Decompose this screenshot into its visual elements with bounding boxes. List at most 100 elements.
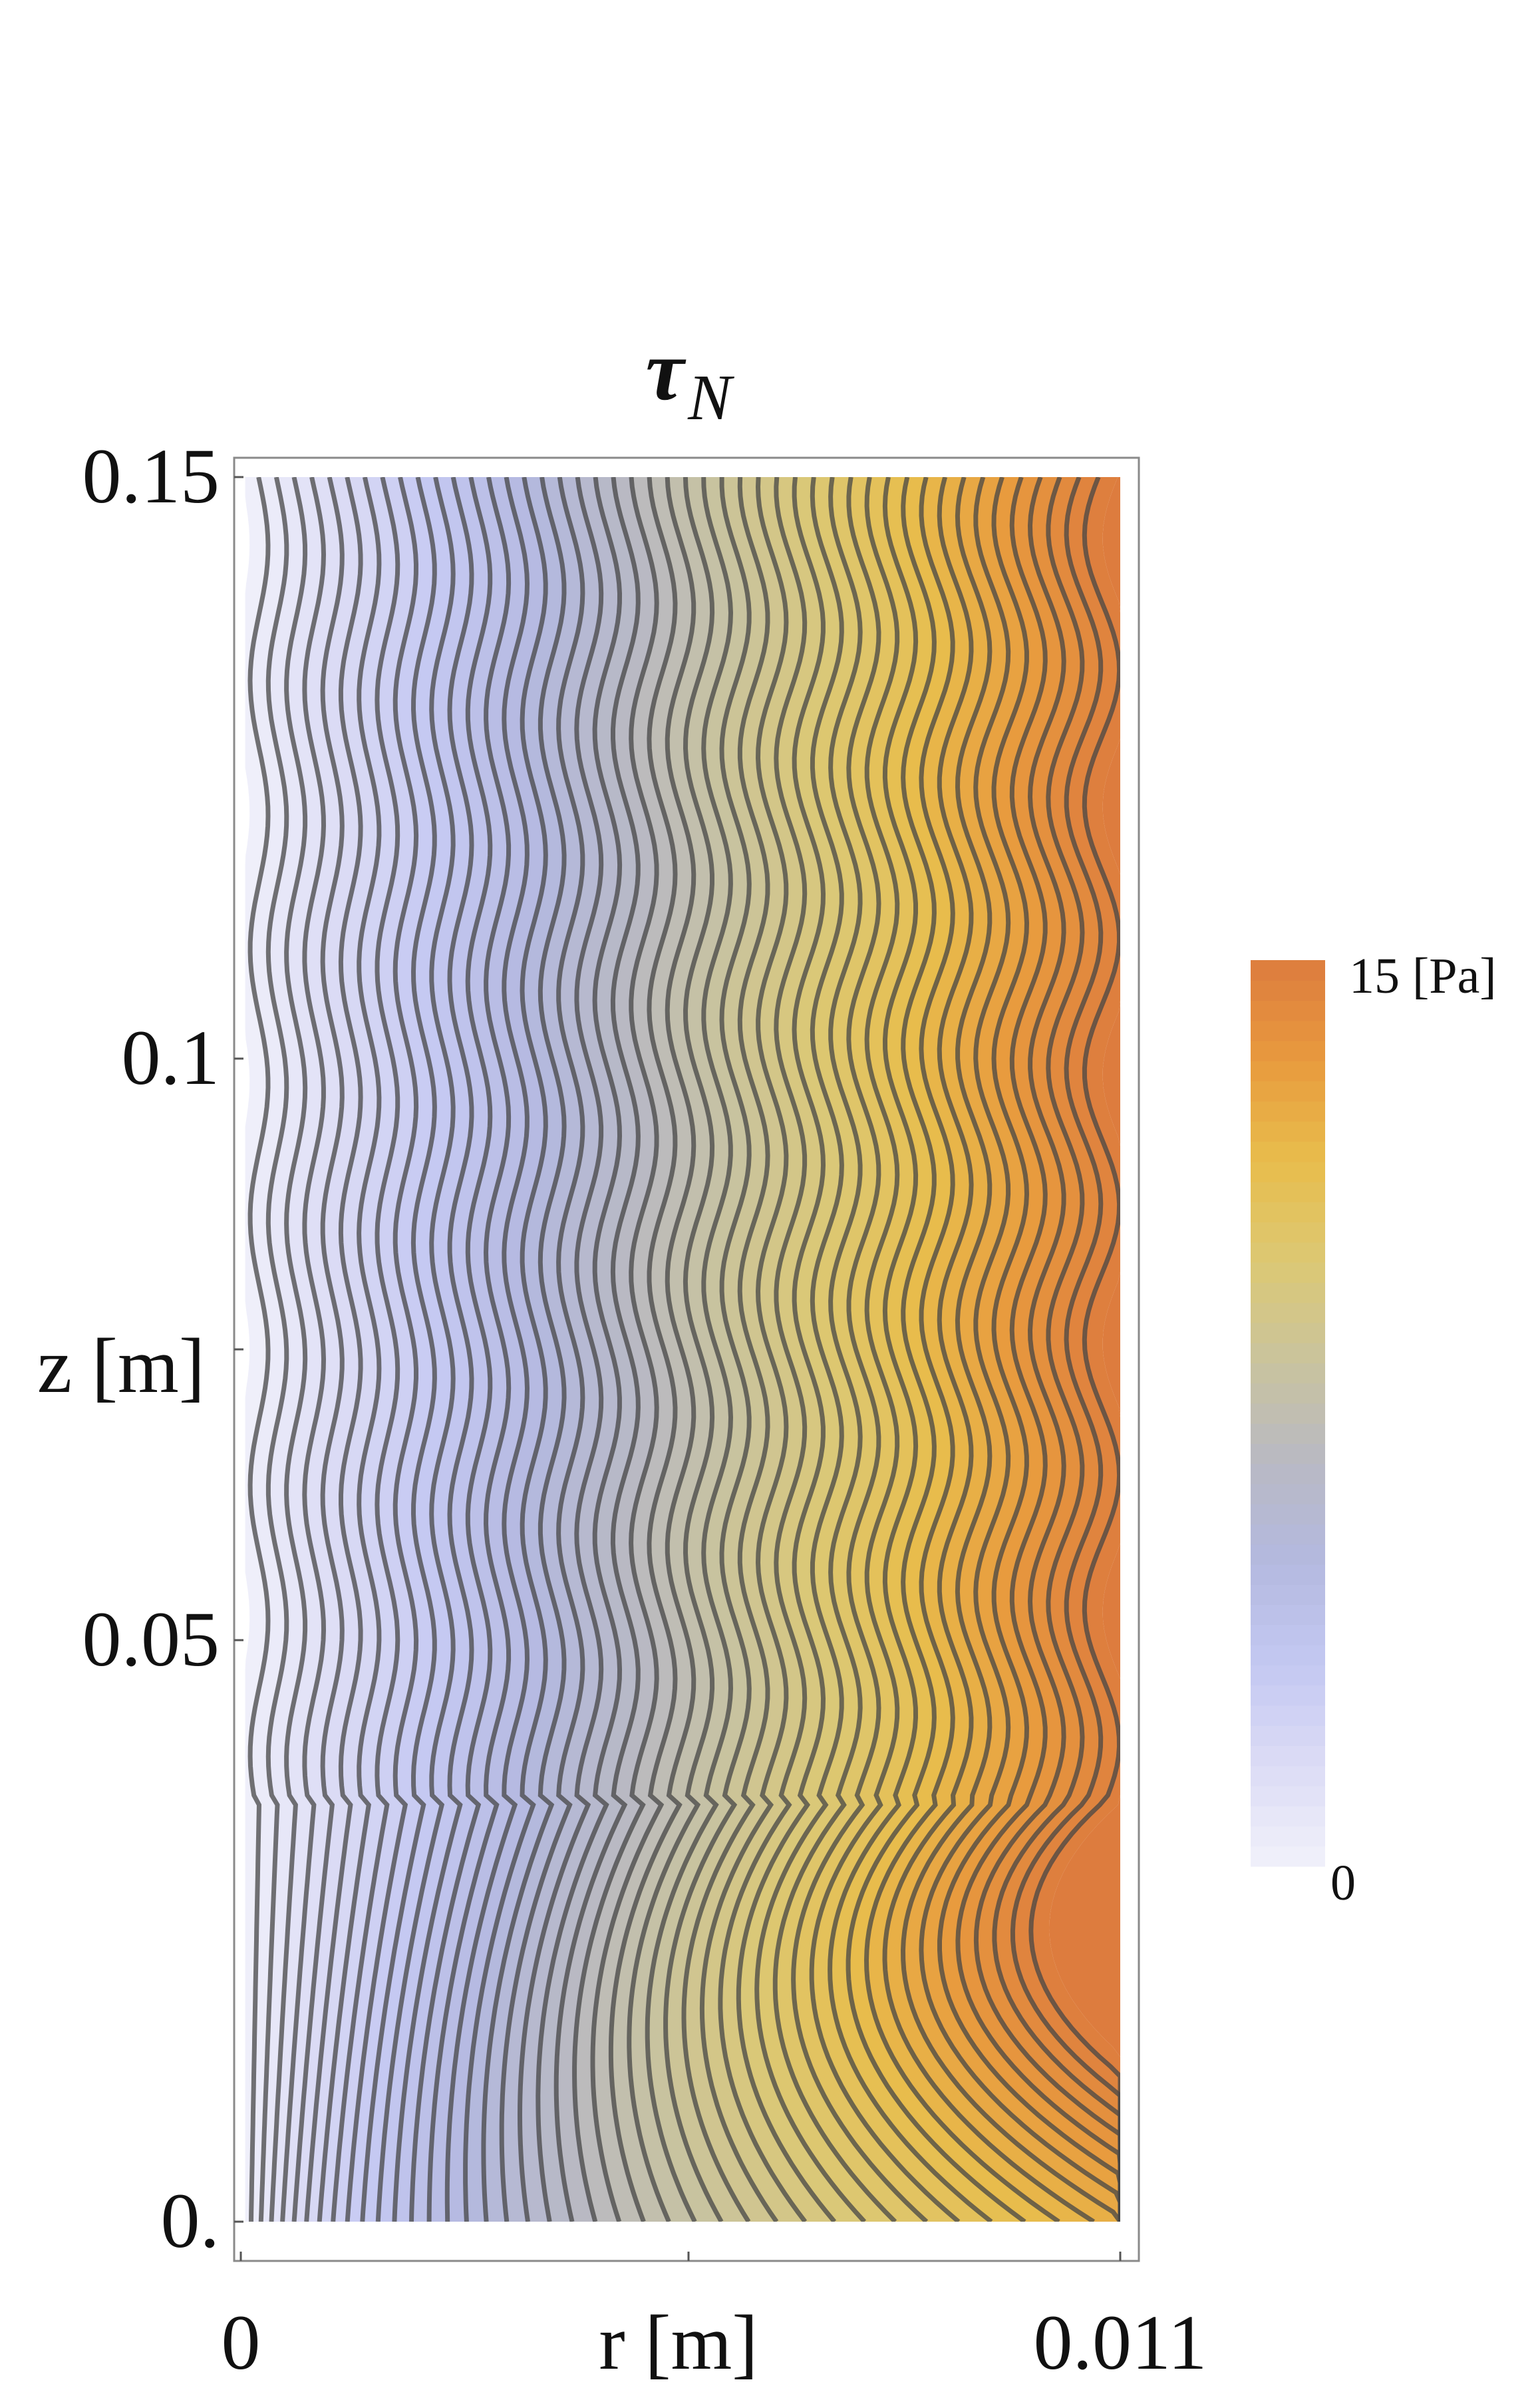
contour-line <box>291 477 345 2222</box>
colorbar-swatch <box>1251 1604 1325 1626</box>
colorbar-swatch <box>1251 1463 1325 1484</box>
contour-line <box>645 477 734 2222</box>
contour-line <box>345 477 419 2222</box>
contour-line <box>426 477 512 2222</box>
contour-line <box>608 477 696 2222</box>
colorbar-swatch <box>1251 1061 1325 1082</box>
x-tick-label: 0 <box>222 2299 261 2386</box>
contour-line <box>863 477 1060 2222</box>
colorbar-swatch <box>1251 1685 1325 1706</box>
contour-band <box>665 477 768 2222</box>
colorbar-swatch <box>1251 1785 1325 1806</box>
contour-line <box>919 477 1120 2222</box>
colorbar-swatch <box>1251 1141 1325 1162</box>
contour-line <box>1010 477 1120 2222</box>
colorbar-swatch <box>1251 1262 1325 1283</box>
contour-line <box>681 477 770 2222</box>
contour-line <box>317 477 382 2222</box>
contour-line <box>736 477 837 2222</box>
contour-line <box>499 477 585 2222</box>
colorbar-swatch <box>1251 1000 1325 1021</box>
contour-line <box>304 477 363 2222</box>
colorbar-swatch <box>1251 1302 1325 1323</box>
contour-line <box>937 477 1120 2222</box>
colorbar-swatch <box>1251 1765 1325 1787</box>
contour-line <box>828 477 993 2222</box>
contour-line <box>536 477 623 2222</box>
colorbar-swatch <box>1251 1846 1325 1867</box>
colorbar-swatch <box>1251 1705 1325 1726</box>
contour-band <box>294 477 361 2222</box>
colorbar-swatch <box>1251 1363 1325 1384</box>
colorbar-swatch <box>1251 1483 1325 1504</box>
chart-title-subscript: N <box>687 362 734 434</box>
colorbar-swatch <box>1251 1202 1325 1223</box>
contour-line <box>992 477 1120 2222</box>
colorbar-swatch <box>1251 1826 1325 1847</box>
contour-lines <box>247 477 1120 2222</box>
colorbar-swatch <box>1251 1222 1325 1243</box>
contour-line <box>772 477 897 2222</box>
contour-line <box>663 477 752 2222</box>
contour-line <box>718 477 808 2222</box>
contour-band <box>629 477 731 2222</box>
contour-line <box>900 477 1120 2222</box>
contour-band <box>611 477 712 2222</box>
y-tick-label: 0. <box>161 2177 220 2264</box>
colorbar-swatch <box>1251 1101 1325 1122</box>
colorbar-swatch <box>1251 960 1325 981</box>
contour-line <box>699 477 789 2222</box>
chart-title: τN <box>645 323 734 434</box>
contour-band <box>812 477 992 2222</box>
colorbar-swatch <box>1251 1504 1325 1525</box>
y-tick-label: 0.15 <box>82 432 220 520</box>
contour-line <box>973 477 1120 2222</box>
contour-line <box>791 477 929 2222</box>
colorbar-swatch <box>1251 1423 1325 1444</box>
contour-line <box>247 477 271 2222</box>
colorbar-swatch <box>1251 1041 1325 1061</box>
chart-title-main: τ <box>645 323 686 419</box>
contour-band <box>1030 477 1120 2222</box>
y-axis-label: z [m] <box>37 1322 205 1409</box>
contour-band <box>720 477 835 2222</box>
contour-band <box>271 477 324 2222</box>
contour-band <box>647 477 750 2222</box>
colorbar-swatch <box>1251 1524 1325 1545</box>
contour-line <box>846 477 1026 2222</box>
contour-line <box>409 477 493 2222</box>
contour-band <box>775 477 927 2222</box>
colorbar-swatch <box>1251 1181 1325 1202</box>
colorbar-swatch <box>1251 1443 1325 1464</box>
x-axis-label: r [m] <box>599 2299 758 2386</box>
colorbar-swatch <box>1251 1665 1325 1686</box>
contour-band <box>684 477 786 2222</box>
contour-line <box>258 477 289 2222</box>
contour-band <box>848 477 1059 2222</box>
colorbar-swatch <box>1251 1403 1325 1424</box>
colorbar-swatch <box>1251 980 1325 1001</box>
colorbar-swatch <box>1251 1745 1325 1767</box>
contour-band <box>738 477 865 2222</box>
colorbar-swatch <box>1251 1806 1325 1827</box>
contour-band <box>306 477 379 2222</box>
y-tick-label: 0.1 <box>122 1014 220 1101</box>
contour-band <box>319 477 398 2222</box>
colorbar-max-label: 15 [Pa] <box>1349 948 1497 1004</box>
colorbar-swatch <box>1251 1322 1325 1343</box>
contour-line <box>627 477 715 2222</box>
contour-line <box>590 477 678 2222</box>
contour-line <box>269 477 308 2222</box>
contour-line <box>572 477 659 2222</box>
x-tick-label: 0.011 <box>1033 2299 1207 2386</box>
contour-band <box>994 477 1120 2222</box>
colorbar-swatch <box>1251 1544 1325 1565</box>
colorbar-swatch <box>1251 1242 1325 1263</box>
contour-band <box>702 477 806 2222</box>
contour-line <box>481 477 567 2222</box>
axes: 0. 0.05 0.1 0.15 0 0.011 <box>82 432 1207 2386</box>
contour-line <box>360 477 437 2222</box>
contour-line <box>375 477 456 2222</box>
contour-band <box>756 477 895 2222</box>
contour-line <box>553 477 641 2222</box>
